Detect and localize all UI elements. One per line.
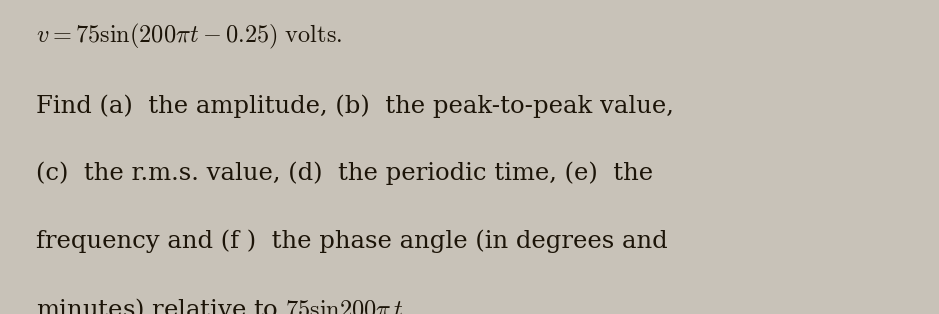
Text: (c)  the r.m.s. value, (d)  the periodic time, (e)  the: (c) the r.m.s. value, (d) the periodic t…: [36, 162, 653, 185]
Text: frequency and (f )  the phase angle (in degrees and: frequency and (f ) the phase angle (in d…: [36, 229, 668, 253]
Text: Find (a)  the amplitude, (b)  the peak-to-peak value,: Find (a) the amplitude, (b) the peak-to-…: [36, 94, 673, 118]
Text: $v = 75\sin(200\pi t - 0.25)\ \mathrm{volts.}$: $v = 75\sin(200\pi t - 0.25)\ \mathrm{vo…: [36, 22, 342, 51]
Text: minutes) relative to $75\sin\!200\pi\,t$.: minutes) relative to $75\sin\!200\pi\,t$…: [36, 297, 409, 314]
